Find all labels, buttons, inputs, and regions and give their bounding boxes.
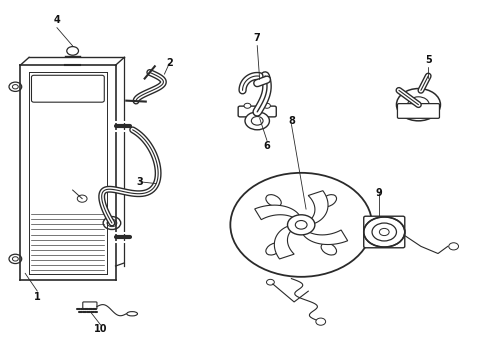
Text: 8: 8 [288,116,295,126]
Circle shape [364,217,405,247]
Text: 6: 6 [264,141,270,151]
Circle shape [244,103,251,108]
Text: 5: 5 [425,55,432,65]
Polygon shape [255,205,299,222]
FancyBboxPatch shape [364,216,405,248]
Text: 9: 9 [376,188,383,198]
Text: 3: 3 [137,177,143,187]
Circle shape [9,82,22,91]
Circle shape [449,243,459,250]
Circle shape [288,215,315,235]
Text: 10: 10 [94,324,108,334]
Circle shape [372,223,396,241]
Text: 7: 7 [254,33,261,43]
FancyBboxPatch shape [238,106,276,117]
FancyBboxPatch shape [83,302,97,309]
Polygon shape [305,191,328,224]
Circle shape [103,217,121,229]
FancyBboxPatch shape [397,104,440,118]
Circle shape [230,173,372,277]
Circle shape [9,254,22,264]
Circle shape [245,112,270,130]
Circle shape [295,221,307,229]
Text: 2: 2 [166,58,172,68]
Ellipse shape [321,243,337,255]
Text: 4: 4 [53,15,60,26]
Circle shape [408,97,429,113]
Circle shape [396,89,441,121]
Circle shape [67,46,78,55]
Circle shape [316,318,326,325]
Ellipse shape [127,312,138,316]
Circle shape [267,279,274,285]
Ellipse shape [266,195,281,207]
Ellipse shape [266,243,281,255]
Polygon shape [274,226,297,259]
Text: 1: 1 [34,292,41,302]
Polygon shape [303,228,348,244]
Circle shape [264,103,270,108]
Ellipse shape [321,195,337,207]
